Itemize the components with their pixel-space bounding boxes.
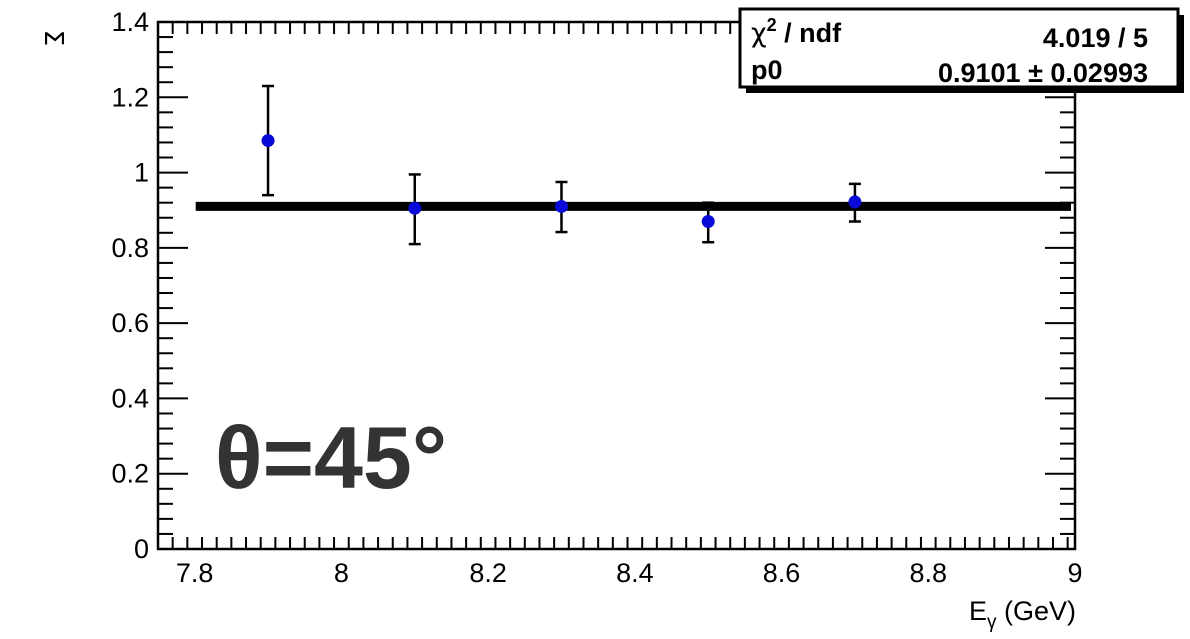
data-point [408, 201, 422, 215]
x-axis-label-main: E [969, 596, 987, 626]
ndf-label: / ndf [777, 18, 842, 48]
data-point [701, 215, 715, 229]
x-axis-label: Eγ (GeV) [969, 596, 1076, 633]
stats-row1-label: χ2 / ndf [751, 15, 842, 49]
x-tick-label: 8.8 [910, 558, 948, 588]
chi-superscript: 2 [767, 15, 777, 35]
y-tick-label: 1 [134, 158, 149, 188]
x-tick-label: 8 [334, 558, 349, 588]
y-tick-label: 1.4 [111, 7, 149, 37]
data-point [261, 134, 275, 148]
y-tick-label: 0.8 [111, 233, 149, 263]
y-tick-label: 0.4 [111, 383, 149, 413]
x-tick-label: 7.8 [176, 558, 214, 588]
data-point [848, 195, 862, 209]
x-axis-label-unit: (GeV) [996, 596, 1076, 626]
y-axis-label: Σ [38, 30, 68, 46]
data-point [554, 199, 568, 213]
y-tick-label: 0.6 [111, 308, 149, 338]
stats-row1-value: 4.019 / 5 [1043, 23, 1148, 53]
plot-frame [156, 20, 1077, 551]
x-tick-label: 9 [1067, 558, 1082, 588]
x-tick-label: 8.4 [616, 558, 654, 588]
stats-row2-label: p0 [751, 55, 783, 85]
chi-symbol: χ [751, 18, 767, 49]
x-tick-label: 8.6 [763, 558, 801, 588]
y-tick-label: 0 [134, 534, 149, 564]
angle-annotation: θ=45° [215, 408, 447, 507]
stats-row2-value: 0.9101 ± 0.02993 [938, 58, 1148, 88]
y-tick-label: 0.2 [111, 459, 149, 489]
axes: 7.8 8 8.2 8.4 8.6 8.8 9 0 0.2 0.4 0.6 0.8 1 1.2 1.4 [111, 7, 1082, 588]
data-points [261, 84, 862, 246]
y-tick-label: 1.2 [111, 82, 149, 112]
stats-box: χ2 / ndf 4.019 / 5 p0 0.9101 ± 0.02993 [738, 7, 1184, 93]
x-axis-label-subscript: γ [987, 612, 997, 633]
x-tick-label: 8.2 [469, 558, 507, 588]
